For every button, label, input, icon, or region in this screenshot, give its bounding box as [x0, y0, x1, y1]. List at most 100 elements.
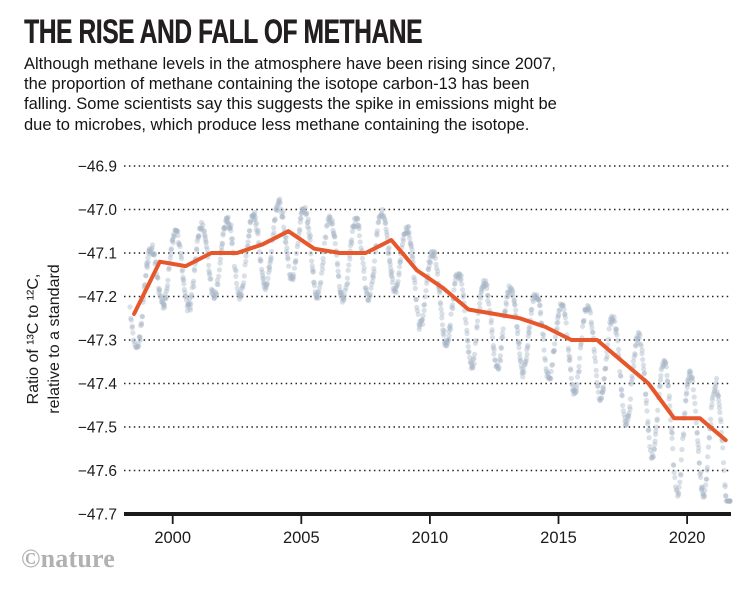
scatter-point — [690, 387, 697, 393]
scatter-point — [233, 273, 239, 279]
scatter-point — [703, 476, 709, 482]
scatter-point — [316, 285, 323, 291]
scatter-point — [444, 340, 451, 346]
scatter-point — [237, 293, 243, 299]
scatter-point — [655, 407, 661, 413]
scatter-point — [472, 351, 478, 357]
scatter-point — [660, 361, 666, 367]
scatter-point — [249, 213, 255, 219]
scatter-point — [587, 310, 594, 316]
scatter-point — [342, 287, 348, 294]
scatter-point — [247, 228, 253, 234]
scatter-point — [610, 316, 616, 323]
scatter-point — [426, 258, 432, 264]
scatter-point — [128, 315, 134, 321]
scatter-point — [434, 271, 441, 277]
x-tick-label: 2015 — [540, 529, 577, 547]
scatter-point — [217, 260, 223, 266]
scatter-point — [232, 266, 238, 272]
scatter-point — [187, 296, 193, 302]
scatter-point — [669, 429, 675, 435]
scatter-point — [330, 221, 336, 227]
scatter-point — [347, 243, 354, 249]
scatter-point — [355, 222, 361, 228]
scatter-point — [585, 306, 591, 312]
scatter-point — [437, 299, 443, 306]
scatter-point — [456, 271, 462, 278]
scatter-point — [683, 398, 689, 404]
scatter-point — [291, 265, 298, 271]
scatter-point — [512, 302, 518, 308]
scatter-point — [354, 216, 360, 223]
scatter-point — [654, 416, 660, 422]
scatter-point — [139, 313, 145, 319]
scatter-point — [211, 295, 217, 301]
scatter-point — [570, 382, 576, 388]
scatter-point — [136, 334, 142, 340]
scatter-point — [416, 326, 422, 332]
scatter-point — [374, 228, 380, 234]
scatter-point — [144, 260, 150, 266]
scatter-point — [208, 276, 214, 282]
scatter-point — [290, 276, 296, 283]
scatter-point — [540, 336, 546, 342]
scatter-point — [401, 231, 407, 237]
scatter-point — [601, 375, 607, 382]
scatter-point — [279, 210, 285, 216]
scatter-point — [302, 205, 308, 211]
scatter-point — [520, 366, 526, 372]
scatter-point — [394, 283, 400, 289]
scatter-point — [226, 221, 232, 227]
scatter-point — [301, 206, 307, 212]
scatter-point — [351, 224, 357, 230]
scatter-point — [582, 307, 588, 313]
scatter-point — [515, 327, 521, 334]
scatter-point — [489, 334, 496, 340]
scatter-point — [458, 276, 464, 282]
scatter-point — [305, 216, 311, 222]
scatter-point — [388, 269, 394, 275]
scatter-point — [633, 343, 639, 349]
scatter-point — [149, 242, 156, 248]
scatter-point — [216, 267, 222, 273]
scatter-point — [601, 376, 607, 382]
scatter-point — [376, 215, 383, 221]
scatter-point — [678, 472, 684, 478]
scatter-point — [555, 311, 561, 318]
x-tick-label: 2010 — [412, 529, 449, 547]
scatter-point — [146, 247, 152, 253]
scatter-point — [412, 277, 418, 283]
scatter-point — [277, 196, 283, 202]
scatter-point — [264, 281, 270, 287]
scatter-point — [424, 280, 430, 286]
scatter-point — [555, 315, 561, 321]
scatter-point — [558, 303, 564, 309]
scatter-point — [352, 224, 359, 230]
scatter-point — [680, 435, 686, 442]
scatter-point — [698, 487, 704, 493]
scatter-point — [611, 314, 617, 320]
scatter-point — [306, 230, 312, 236]
scatter-point — [541, 332, 547, 338]
scatter-point — [488, 317, 494, 323]
scatter-point — [329, 221, 335, 227]
scatter-point — [297, 219, 303, 225]
scatter-point — [384, 229, 390, 235]
scatter-point — [556, 313, 562, 319]
scatter-point — [458, 273, 464, 279]
scatter-point — [413, 296, 419, 302]
scatter-point — [671, 462, 677, 468]
scatter-point — [161, 301, 167, 307]
scatter-point — [567, 357, 573, 363]
scatter-point — [506, 283, 512, 289]
scatter-point — [510, 288, 516, 294]
scatter-point — [526, 330, 532, 336]
scatter-point — [211, 293, 217, 299]
scatter-point — [474, 325, 480, 331]
scatter-point — [252, 214, 258, 220]
scatter-point — [301, 209, 308, 215]
y-tick-label: −47.4 — [78, 376, 118, 393]
scatter-point — [154, 274, 160, 280]
scatter-point — [685, 377, 691, 383]
